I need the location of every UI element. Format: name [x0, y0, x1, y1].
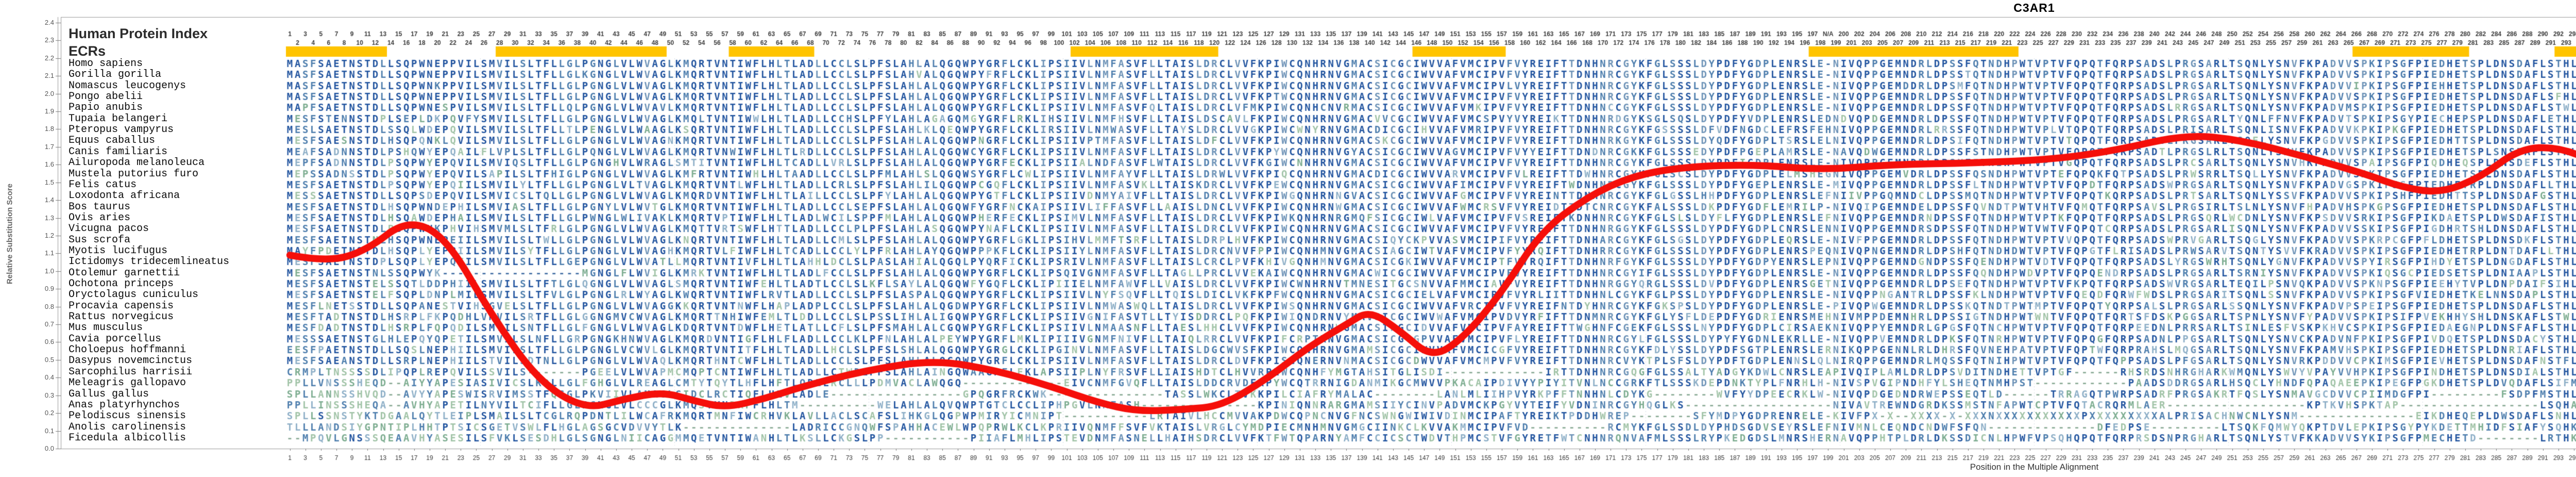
y-tick-label: 0.9	[44, 285, 54, 293]
y-tick-label: 0.2	[44, 409, 54, 417]
species-label: Cavia porcellus	[69, 333, 162, 345]
species-label: Felis catus	[69, 178, 137, 191]
species-label: Gorilla gorilla	[69, 69, 162, 81]
y-tick-label: 0.3	[44, 391, 54, 399]
page-title: C3AR1	[2013, 1, 2055, 14]
species-label: Bos taurus	[69, 201, 131, 213]
y-tick-label: 1.5	[44, 178, 54, 186]
species-label: Anolis carolinensis	[69, 421, 187, 433]
y-tick-label: 1.1	[44, 249, 54, 257]
species-label: Tupaia belangeri	[69, 112, 168, 125]
species-label: Otolemur garnettii	[69, 267, 180, 279]
y-tick-label: 0.7	[44, 320, 54, 328]
species-label: Papio anubis	[69, 102, 143, 114]
x-axis-title: Position in the Multiple Alignment	[1970, 462, 2099, 472]
species-label: Procavia capensis	[69, 300, 174, 312]
species-label: Loxodonta africana	[69, 190, 180, 202]
y-tick-label: 0.0	[44, 445, 54, 452]
species-label: Homo sapiens	[69, 58, 143, 70]
species-label: Myotis lucifugus	[69, 244, 168, 257]
y-tick-label: 0.4	[44, 373, 54, 382]
species-label: Canis familiaris	[69, 145, 168, 158]
species-label: Ovis aries	[69, 211, 131, 224]
y-tick-label: 1.7	[44, 142, 54, 151]
species-label: Nomascus leucogenys	[69, 79, 187, 92]
species-label: Gallus gallus	[69, 388, 149, 400]
y-tick-label: 1.6	[44, 160, 54, 169]
species-label: Rattus norvegicus	[69, 311, 174, 323]
species-label: Ailuropoda melanoleuca	[69, 157, 205, 169]
species-label: Sus scrofa	[69, 234, 131, 246]
species-label: Equus caballus	[69, 135, 156, 147]
species-label: Pelodiscus sinensis	[69, 410, 187, 422]
y-tick-label: 1.2	[44, 231, 54, 239]
species-label: Dasypus novemcinctus	[69, 355, 193, 367]
y-tick-label: 0.6	[44, 338, 54, 346]
y-tick-label: 0.5	[44, 355, 54, 364]
species-label: Pteropus vampyrus	[69, 124, 174, 136]
species-label: Meleagris gallopavo	[69, 377, 187, 389]
y-axis-title: Relative Substitution Score	[5, 183, 14, 285]
y-tick-label: 1.8	[44, 125, 54, 133]
y-tick-label: 1.0	[44, 267, 54, 275]
species-label: Ictidomys tridecemlineatus	[69, 256, 230, 268]
y-tick-label: 2.0	[44, 89, 54, 97]
y-tick-label: 1.3	[44, 213, 54, 222]
species-label: Ochotona princeps	[69, 278, 174, 290]
y-tick-label: 2.3	[44, 36, 54, 44]
species-label: Ficedula albicollis	[69, 432, 187, 444]
y-tick-label: 0.1	[44, 426, 54, 435]
y-tick-label: 0.8	[44, 302, 54, 310]
y-tick-label: 2.2	[44, 54, 54, 62]
species-label: Vicugna pacos	[69, 223, 149, 235]
y-tick-label: 1.9	[44, 107, 54, 116]
y-tick-label: 2.4	[44, 18, 54, 26]
human-protein-index-label: Human Protein Index	[69, 26, 208, 41]
y-tick-label: 1.4	[44, 196, 54, 204]
species-label: Sarcophilus harrisii	[69, 366, 193, 378]
species-label: Choloepus hoffmanni	[69, 344, 187, 356]
y-tick-label: 2.1	[44, 72, 54, 80]
species-label: Mus musculus	[69, 322, 143, 334]
species-label: Mustela putorius furo	[69, 168, 199, 180]
species-label: Pongo abelii	[69, 91, 143, 103]
species-label: Oryctolagus cuniculus	[69, 289, 199, 301]
ecrs-label: ECRs	[69, 43, 106, 59]
species-label: Anas platyrhynchos	[69, 399, 180, 411]
